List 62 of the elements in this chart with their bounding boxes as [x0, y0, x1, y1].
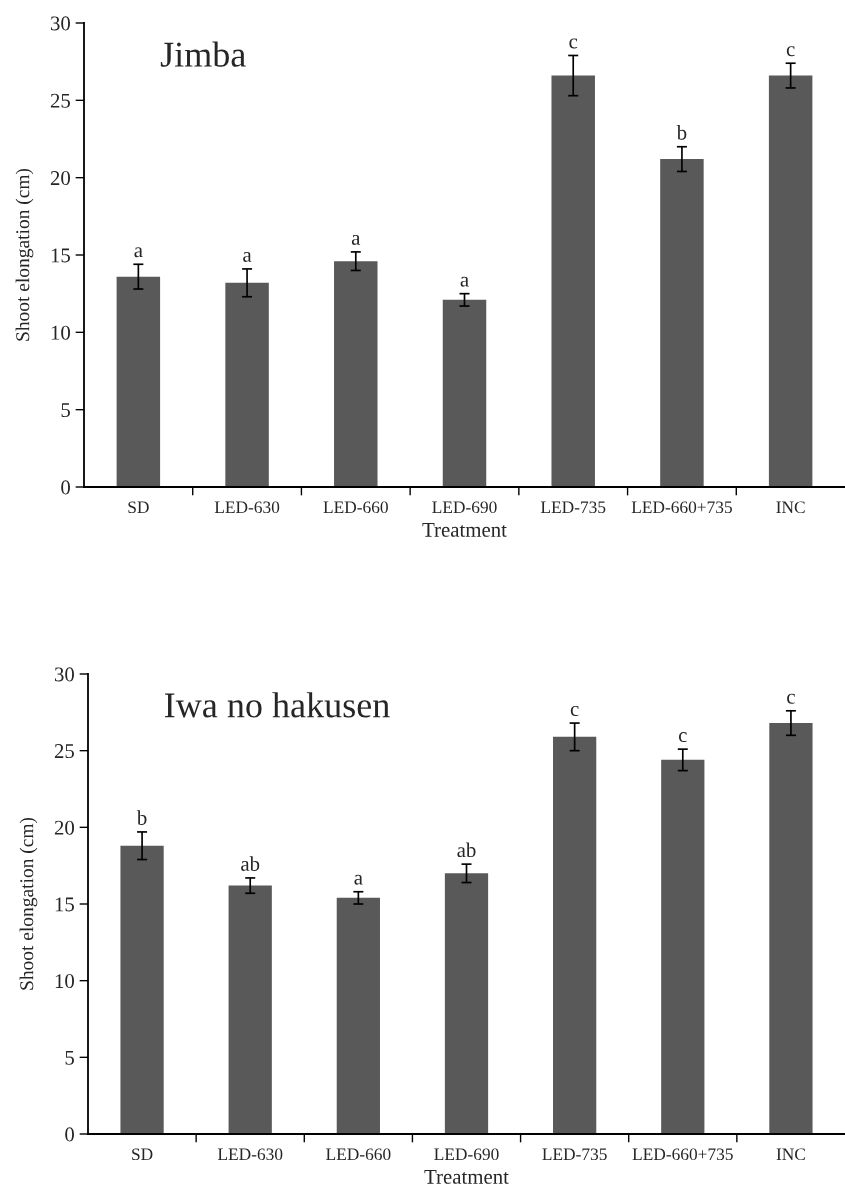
x-tick-label: LED-690: [434, 1148, 499, 1161]
y-tick-label: 10: [51, 325, 71, 340]
y-tick-label: 25: [50, 93, 70, 108]
y-tick-label: 15: [51, 248, 70, 263]
x-tick-label: INC: [776, 1148, 805, 1161]
y-axis-title: Shoot elongation (cm): [19, 817, 38, 990]
y-tick-label: 0: [65, 1127, 75, 1142]
bar: [661, 759, 705, 1134]
x-tick-label: LED-735: [540, 501, 606, 514]
x-tick-label: LED-690: [432, 501, 497, 514]
x-axis-title: Treatment: [422, 523, 507, 537]
x-tick-label: LED-660+735: [631, 501, 732, 514]
y-tick-label: 20: [54, 820, 75, 835]
bar: [768, 75, 813, 487]
x-tick-label: LED-660: [323, 501, 388, 514]
y-tick-label: 30: [50, 16, 71, 31]
annotation: c: [786, 46, 795, 57]
annotation: a: [351, 234, 361, 245]
x-tick-label: LED-660: [326, 1148, 391, 1161]
x-tick-label: LED-630: [217, 1148, 283, 1161]
bar: [553, 736, 597, 1134]
annotation: c: [787, 693, 795, 704]
bar: [660, 159, 704, 487]
chart-title: Iwa no hakusen: [165, 692, 390, 718]
chart-title: Jimba: [160, 41, 246, 67]
bar: [116, 276, 161, 487]
x-tick-label: INC: [776, 501, 805, 514]
x-tick-label: SD: [132, 1148, 153, 1161]
x-axis-title: Treatment: [424, 1170, 509, 1184]
bar: [225, 282, 269, 487]
annotation: a: [460, 276, 469, 287]
x-tick-label: LED-630: [214, 501, 280, 514]
annotation: a: [354, 874, 363, 885]
y-tick-label: 10: [55, 974, 75, 989]
bar: [228, 885, 272, 1134]
y-tick-label: 20: [50, 171, 71, 186]
y-tick-label: 25: [54, 744, 74, 759]
bar: [769, 723, 813, 1134]
bar: [442, 299, 487, 487]
y-axis-title: Shoot elongation (cm): [15, 168, 34, 341]
annotation: c: [570, 706, 579, 717]
bar: [336, 897, 380, 1134]
x-tick-label: LED-660+735: [632, 1148, 733, 1161]
bar: [334, 261, 378, 487]
annotation: ab: [241, 856, 260, 871]
y-tick-label: 15: [55, 897, 74, 912]
y-tick-label: 30: [54, 667, 75, 682]
bar: [551, 75, 595, 487]
annotation: a: [134, 247, 143, 258]
y-tick-label: 5: [61, 403, 70, 418]
annotation: c: [678, 732, 687, 743]
annotation: c: [569, 38, 578, 49]
annotation: b: [136, 810, 147, 825]
annotation: b: [676, 125, 687, 140]
y-tick-label: 5: [65, 1050, 74, 1065]
bar: [120, 845, 164, 1134]
bar: [444, 873, 489, 1134]
y-tick-label: 0: [61, 480, 71, 495]
annotation: ab: [457, 842, 476, 858]
annotation: a: [243, 251, 252, 262]
x-tick-label: LED-735: [542, 1148, 607, 1161]
x-tick-label: SD: [128, 501, 149, 514]
